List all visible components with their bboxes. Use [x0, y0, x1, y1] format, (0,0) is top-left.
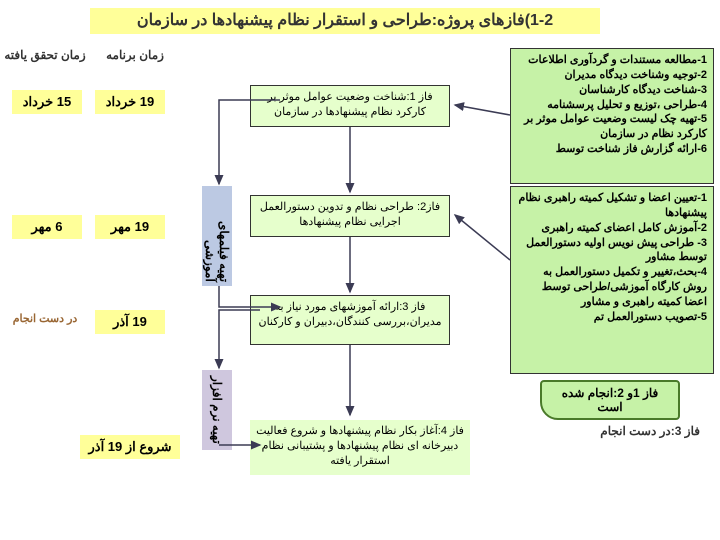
list-1: 1-مطالعه مستندات و گردآوری اطلاعات 2-توج…	[510, 48, 714, 184]
date-r4-plan: شروع از 19 آذر	[80, 435, 180, 459]
date-r1-plan: 19 خرداد	[95, 90, 165, 114]
date-r2-plan: 19 مهر	[95, 215, 165, 239]
date-r1-actual: 15 خرداد	[12, 90, 82, 114]
vbox-films: تهیه فیلمهای آموزشی	[202, 186, 232, 286]
header-actual: زمان تحقق یافته	[0, 48, 90, 62]
phase-2: فاز2: طراحی نظام و تدوین دستورالعمل اجرا…	[250, 195, 450, 237]
phase-3: فاز 3:ارائه آموزشهای مورد نیاز به مدیران…	[250, 295, 450, 345]
list-2: 1-تعیین اعضا و تشکیل کمیته راهبری نظام پ…	[510, 186, 714, 374]
date-r2-actual: 6 مهر	[12, 215, 82, 239]
phase-4: فاز 4:آغاز بکار نظام پیشنهادها و شروع فع…	[250, 420, 470, 475]
vbox-software: تهیه نرم افزار	[202, 370, 232, 450]
header-plan: زمان برنامه	[95, 48, 175, 62]
status-line2: فاز 3:در دست انجام	[540, 424, 700, 438]
date-r3-plan: 19 آذر	[95, 310, 165, 334]
phase-1: فاز 1:شناخت وضعیت عوامل موثر بر کارکرد ن…	[250, 85, 450, 127]
date-r3-actual: در دست انجام	[0, 308, 90, 329]
page-title: 1-2)فازهای پروژه:طراحی و استقرار نظام پی…	[90, 8, 600, 34]
status-callout: فاز 1و 2:انجام شده است	[540, 380, 680, 420]
